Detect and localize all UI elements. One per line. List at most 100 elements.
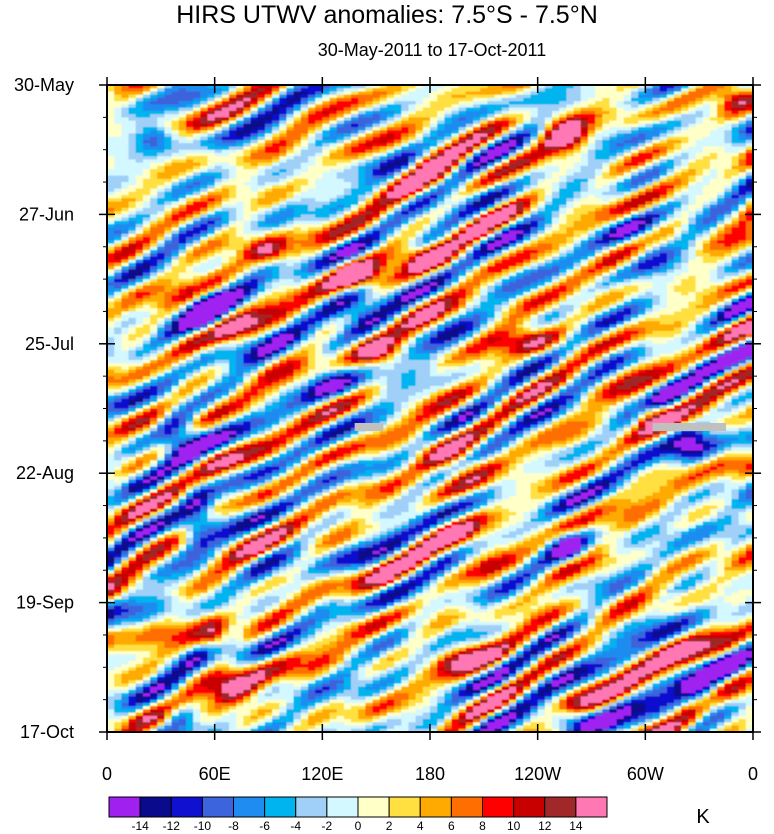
heatmap-cell — [516, 204, 524, 209]
heatmap-cell — [164, 201, 173, 206]
heatmap-cell — [200, 97, 209, 102]
heatmap-cell — [229, 152, 244, 157]
heatmap-cell — [580, 140, 589, 144]
heatmap-cell — [487, 266, 510, 270]
heatmap-cell — [221, 178, 230, 183]
heatmap-cell — [164, 133, 173, 138]
heatmap-cell — [458, 133, 467, 138]
heatmap-cell — [236, 159, 244, 164]
heatmap-cell — [279, 91, 288, 96]
heatmap-cell — [308, 298, 316, 303]
heatmap-cell — [544, 288, 553, 293]
heatmap-cell — [250, 243, 259, 248]
heatmap-cell — [659, 175, 668, 180]
heatmap-cell — [142, 136, 151, 141]
heatmap-cell — [480, 211, 488, 215]
heatmap-cell — [509, 227, 517, 232]
heatmap-cell — [623, 169, 632, 173]
heatmap-cell — [236, 172, 259, 177]
heatmap-cell — [609, 272, 618, 277]
heatmap-cell — [652, 253, 661, 257]
heatmap-cell — [386, 159, 395, 164]
heatmap-cell — [300, 136, 309, 141]
heatmap-cell — [566, 298, 589, 303]
heatmap-cell — [343, 207, 352, 212]
heatmap-cell — [580, 136, 589, 141]
heatmap-cell — [566, 240, 575, 245]
heatmap-cell — [128, 107, 144, 112]
heatmap-cell — [688, 101, 697, 105]
heatmap-cell — [365, 101, 374, 105]
heatmap-cell — [200, 298, 209, 303]
heatmap-cell — [178, 175, 187, 180]
heatmap-cell — [128, 295, 137, 300]
heatmap-cell — [322, 152, 331, 157]
heatmap-cell — [315, 136, 323, 141]
heatmap-cell — [458, 308, 467, 312]
heatmap-cell — [645, 237, 661, 241]
heatmap-cell — [573, 285, 582, 290]
heatmap-cell — [415, 172, 438, 177]
heatmap-cell — [731, 178, 740, 183]
heatmap-cell — [659, 198, 668, 202]
heatmap-cell — [322, 107, 331, 112]
heatmap-cell — [150, 275, 158, 280]
heatmap-cell — [681, 259, 689, 264]
heatmap-cell — [516, 117, 524, 122]
heatmap-cell — [731, 104, 747, 109]
heatmap-cell — [214, 211, 230, 215]
heatmap-cell — [178, 198, 187, 202]
heatmap-cell — [631, 188, 639, 193]
heatmap-cell — [516, 224, 524, 228]
heatmap-cell — [257, 85, 273, 89]
heatmap-cell — [193, 159, 209, 164]
heatmap-cell — [501, 282, 510, 287]
heatmap-cell — [659, 185, 675, 190]
heatmap-cell — [437, 110, 445, 115]
heatmap-cell — [178, 178, 187, 183]
heatmap-cell — [142, 133, 165, 138]
heatmap-cell — [709, 275, 718, 280]
heatmap-cell — [681, 149, 704, 154]
heatmap-cell — [487, 288, 496, 293]
heatmap-cell — [422, 133, 431, 138]
heatmap-cell — [724, 224, 733, 228]
heatmap-cell — [193, 295, 201, 300]
heatmap-cell — [681, 256, 689, 261]
heatmap-cell — [229, 220, 237, 225]
heatmap-cell — [358, 240, 374, 245]
heatmap-cell — [264, 256, 273, 261]
heatmap-cell — [365, 259, 374, 264]
heatmap-cell — [437, 233, 445, 238]
heatmap-cell — [221, 317, 230, 322]
heatmap-cell — [609, 279, 625, 283]
heatmap-cell — [652, 282, 668, 287]
heatmap-cell — [214, 185, 223, 190]
heatmap-cell — [336, 243, 345, 248]
heatmap-cell — [164, 317, 173, 322]
heatmap-cell — [451, 133, 460, 138]
heatmap-cell — [365, 211, 374, 215]
heatmap-cell — [286, 130, 309, 135]
heatmap-cell — [401, 169, 410, 173]
heatmap-cell — [171, 262, 180, 267]
heatmap-cell — [638, 224, 646, 228]
heatmap-cell — [221, 292, 244, 296]
heatmap-cell — [738, 279, 747, 283]
heatmap-cell — [487, 207, 496, 212]
heatmap-cell — [509, 107, 539, 112]
heatmap-cell — [121, 107, 130, 112]
heatmap-cell — [444, 275, 453, 280]
heatmap-cell — [724, 259, 733, 264]
heatmap-cell — [135, 230, 144, 235]
heatmap-cell — [523, 169, 532, 173]
heatmap-cell — [738, 195, 747, 199]
heatmap-cell — [616, 298, 625, 303]
heatmap-cell — [559, 127, 582, 131]
heatmap-cell — [616, 224, 625, 228]
heatmap-cell — [487, 133, 496, 138]
heatmap-cell — [329, 301, 338, 306]
heatmap-cell — [107, 262, 115, 267]
heatmap-cell — [372, 127, 381, 131]
heatmap-cell — [552, 259, 560, 264]
